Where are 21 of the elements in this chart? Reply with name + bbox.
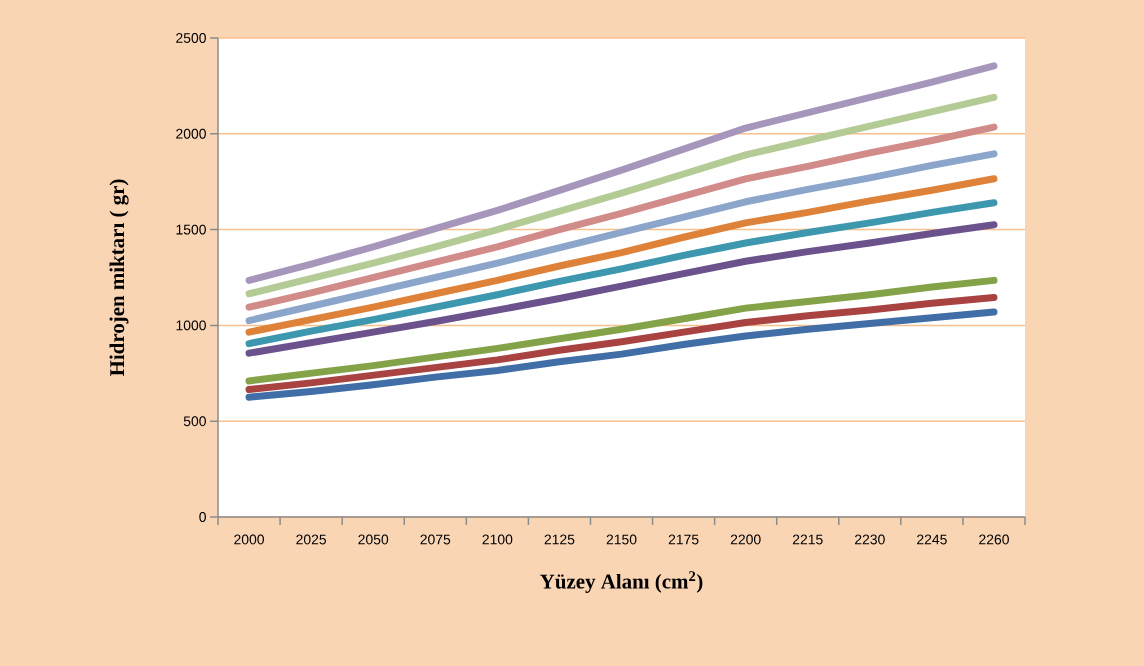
- y-tick-label: 2500: [176, 33, 206, 43]
- x-tick-label: 2000: [234, 534, 265, 545]
- y-tick-label: 2000: [176, 128, 206, 139]
- y-axis-title: Hidrojen miktarı ( gr): [109, 179, 129, 376]
- y-tick-label: 1500: [176, 224, 206, 235]
- x-tick-label: 2050: [358, 534, 389, 545]
- y-tick-label: 1000: [176, 320, 206, 331]
- x-tick-label: 2150: [606, 534, 637, 545]
- x-axis-title: Yüzey Alanı (cm$^{2}$): [540, 571, 703, 593]
- x-tick-label: 2100: [482, 534, 513, 545]
- y-tick-label: 0: [199, 512, 206, 522]
- x-tick-label: 2075: [420, 534, 451, 545]
- x-tick-label: 2125: [544, 534, 575, 545]
- x-tick-label: 2215: [792, 534, 823, 545]
- x-tick-label: 2230: [855, 534, 885, 545]
- x-tick-label: 2025: [296, 534, 327, 545]
- x-tick-label: 2260: [979, 534, 1009, 545]
- x-tick-label: 2200: [730, 534, 761, 545]
- x-tick-label: 2245: [917, 534, 947, 545]
- x-tick-label: 2175: [668, 534, 699, 545]
- y-tick-label: 500: [183, 416, 206, 427]
